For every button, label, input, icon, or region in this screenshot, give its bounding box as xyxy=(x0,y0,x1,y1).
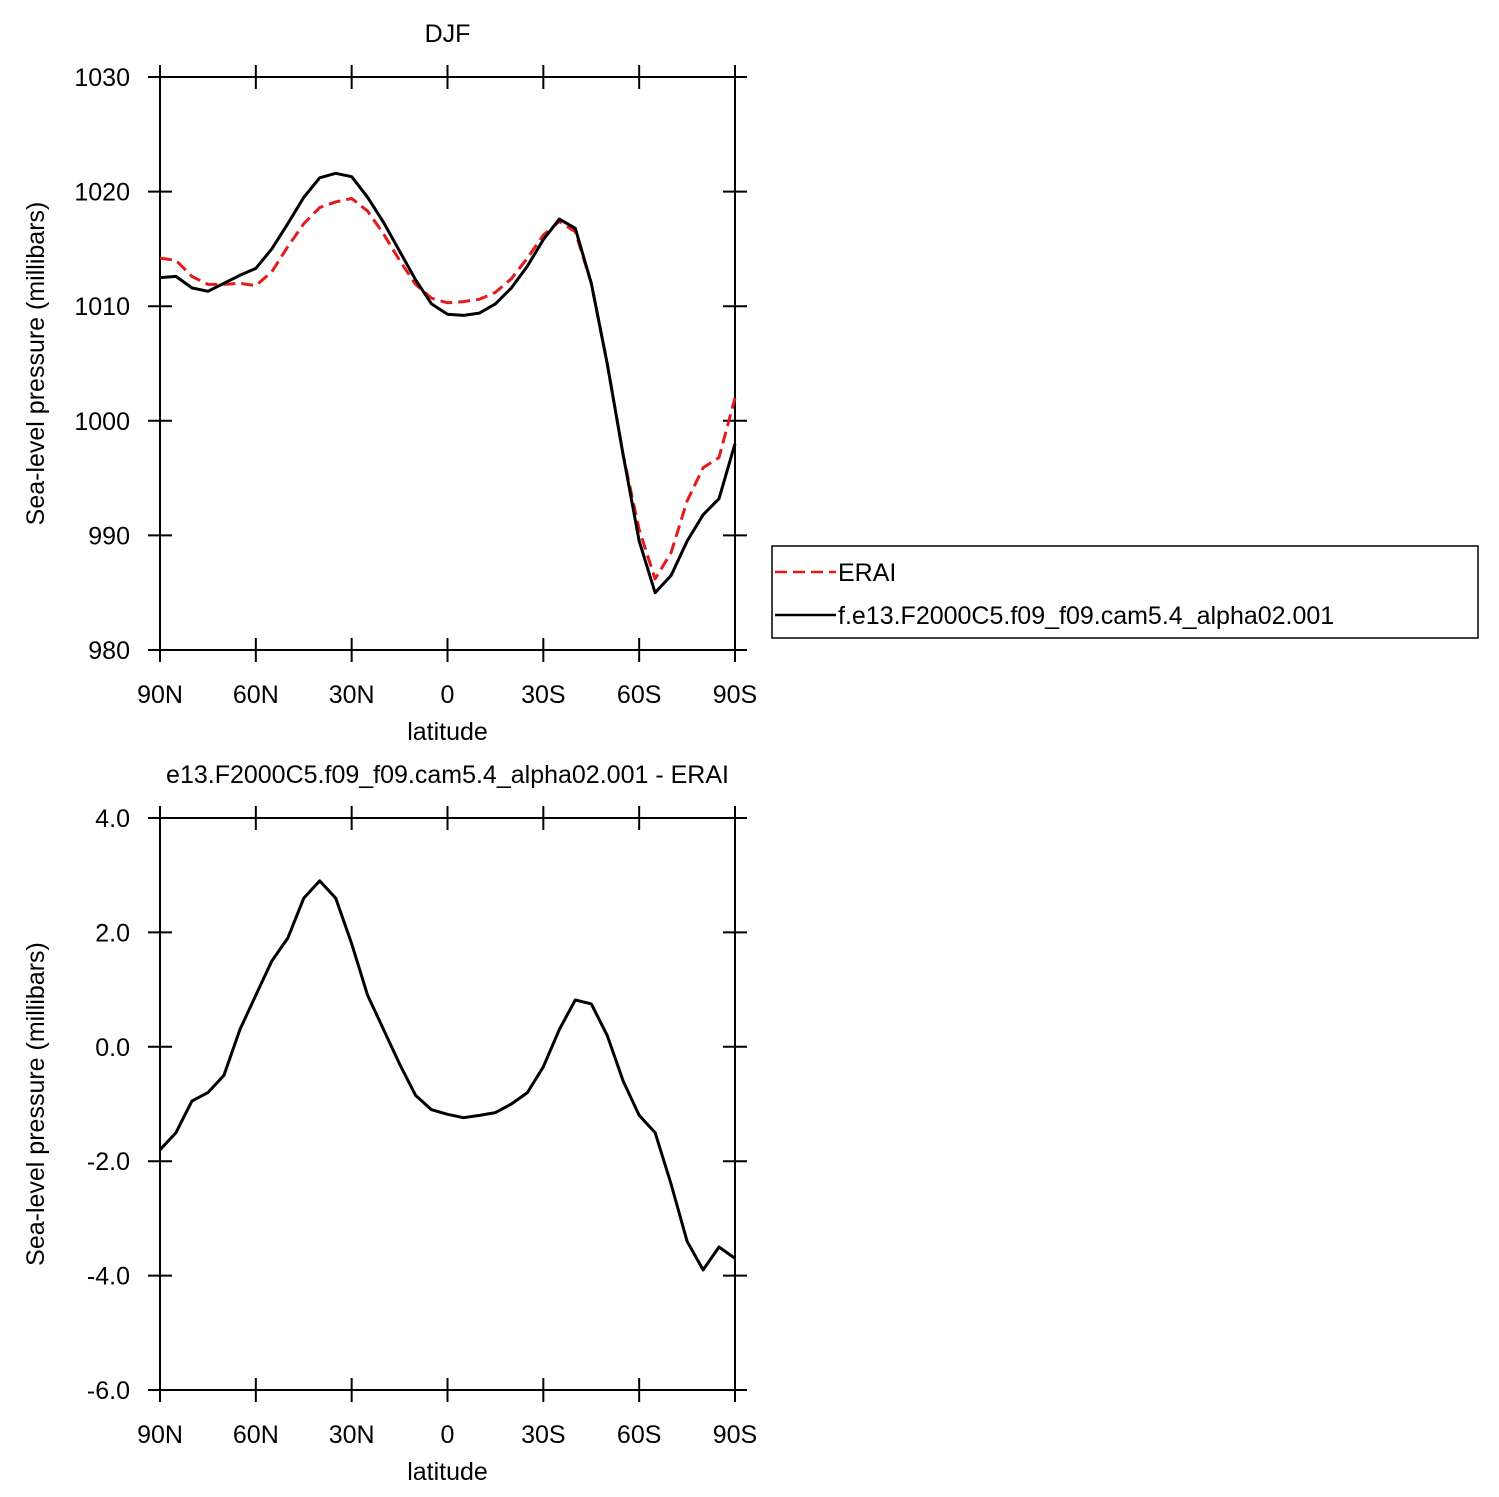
y-tick-label: 1000 xyxy=(74,408,130,436)
x-tick-label: 30S xyxy=(521,681,565,709)
x-tick-label: 60S xyxy=(617,681,661,709)
y-tick-label: 990 xyxy=(88,522,130,550)
x-tick-label: 60N xyxy=(233,681,279,709)
y-tick-label: 2.0 xyxy=(95,919,130,947)
y-tick-label: 1010 xyxy=(74,293,130,321)
x-tick-label: 60N xyxy=(233,1421,279,1449)
y-tick-label: -6.0 xyxy=(87,1377,130,1405)
x-tick-label: 90S xyxy=(713,681,757,709)
y-tick-label: 1030 xyxy=(74,64,130,92)
y-tick-label: 4.0 xyxy=(95,805,130,833)
x-tick-label: 30N xyxy=(329,1421,375,1449)
x-tick-label: 30N xyxy=(329,681,375,709)
y-axis-label: Sea-level pressure (millibars) xyxy=(22,942,50,1266)
x-tick-label: 90S xyxy=(713,1421,757,1449)
plot-frame xyxy=(159,817,736,1391)
y-tick-label: -2.0 xyxy=(87,1148,130,1176)
legend-label: ERAI xyxy=(838,559,896,587)
legend-label: f.e13.F2000C5.f09_f09.cam5.4_alpha02.001 xyxy=(838,602,1334,630)
legend-box xyxy=(771,545,1479,639)
x-tick-label: 90N xyxy=(137,1421,183,1449)
chart-title: DJF xyxy=(425,20,471,48)
y-tick-label: 980 xyxy=(88,637,130,665)
x-tick-label: 60S xyxy=(617,1421,661,1449)
y-tick-label: 0.0 xyxy=(95,1034,130,1062)
data-line xyxy=(158,879,736,1272)
y-axis-label: Sea-level pressure (millibars) xyxy=(22,202,50,526)
x-tick-label: 30S xyxy=(521,1421,565,1449)
x-axis-label: latitude xyxy=(407,1458,488,1486)
y-tick-label: -4.0 xyxy=(87,1263,130,1291)
data-line xyxy=(159,171,737,595)
x-tick-label: 0 xyxy=(441,1421,455,1449)
y-tick-label: 1020 xyxy=(74,179,130,207)
x-tick-label: 90N xyxy=(137,681,183,709)
x-axis-label: latitude xyxy=(407,718,488,746)
chart-title: e13.F2000C5.f09_f09.cam5.4_alpha02.001 -… xyxy=(166,761,729,789)
data-line xyxy=(159,197,737,581)
plot-frame xyxy=(159,76,736,651)
x-tick-label: 0 xyxy=(441,681,455,709)
